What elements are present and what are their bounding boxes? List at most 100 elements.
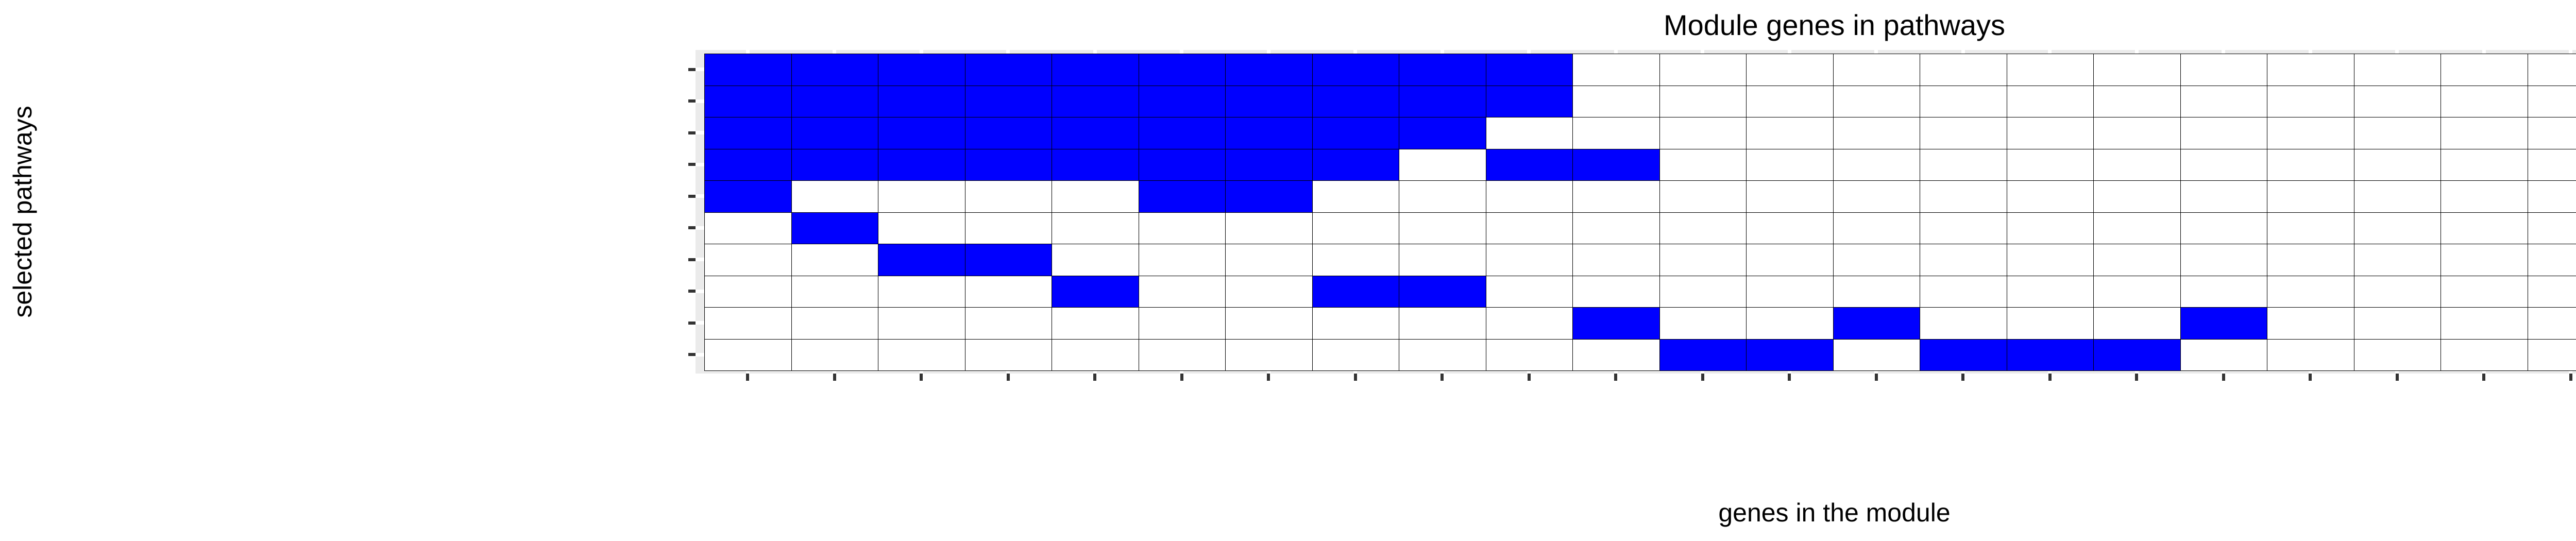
heatmap-cell [1920, 275, 2007, 308]
heatmap-cell [2006, 212, 2094, 244]
y-tick [688, 67, 696, 71]
heatmap-cell [878, 275, 965, 308]
heatmap-cell [878, 85, 965, 117]
y-tick [688, 163, 696, 166]
heatmap-cell [1052, 85, 1139, 117]
heatmap-cell [1399, 148, 1486, 181]
x-tick [2569, 374, 2572, 381]
heatmap-cell [2527, 180, 2576, 213]
heatmap-cell [964, 117, 1052, 149]
heatmap-cell [1572, 212, 1660, 244]
heatmap-cell [2006, 244, 2094, 276]
heatmap-cell [1312, 244, 1399, 276]
heatmap-cell [1920, 85, 2007, 117]
heatmap-cell [2180, 117, 2267, 149]
heatmap-cell [1659, 307, 1747, 340]
heatmap-cell [878, 307, 965, 340]
heatmap-cell [878, 180, 965, 213]
heatmap-cell [704, 339, 792, 371]
heatmap-cell [2441, 54, 2528, 86]
heatmap-cell [1485, 180, 1573, 213]
heatmap-cell [2353, 275, 2441, 308]
heatmap-cell [1138, 148, 1226, 181]
heatmap-cell [1485, 339, 1573, 371]
x-tick [2309, 374, 2312, 381]
heatmap-cell [2267, 244, 2354, 276]
heatmap-cell [2353, 117, 2441, 149]
y-tick [688, 353, 696, 357]
heatmap-cell [2353, 180, 2441, 213]
heatmap-cell [2180, 275, 2267, 308]
heatmap-cell [791, 117, 878, 149]
heatmap-cell [2180, 339, 2267, 371]
heatmap-cell [1920, 307, 2007, 340]
heatmap-cell [2527, 244, 2576, 276]
heatmap-cell [1920, 54, 2007, 86]
heatmap-cell [2353, 54, 2441, 86]
heatmap-cell [1920, 148, 2007, 181]
heatmap-cell [704, 54, 792, 86]
heatmap-cell [2527, 117, 2576, 149]
heatmap-cell [1485, 85, 1573, 117]
heatmap-cell [878, 212, 965, 244]
heatmap-cell [2527, 85, 2576, 117]
heatmap-cell [878, 117, 965, 149]
heatmap-cell [1052, 212, 1139, 244]
heatmap-cell [2353, 339, 2441, 371]
heatmap-cell [2180, 212, 2267, 244]
x-tick [1353, 374, 1357, 381]
heatmap-cell [1399, 117, 1486, 149]
heatmap-cell [1052, 339, 1139, 371]
heatmap-cell [1572, 85, 1660, 117]
heatmap-cell [2093, 307, 2181, 340]
x-tick [1701, 374, 1704, 381]
heatmap-cell [1138, 85, 1226, 117]
x-tick [920, 374, 923, 381]
heatmap-cell [2180, 85, 2267, 117]
heatmap-cell [1659, 85, 1747, 117]
heatmap-cell [1399, 54, 1486, 86]
heatmap-cell [1485, 275, 1573, 308]
heatmap-cell [1746, 212, 1834, 244]
heatmap-cell [1225, 85, 1313, 117]
heatmap-cell [1833, 54, 1920, 86]
heatmap-cell [2093, 244, 2181, 276]
heatmap-cell [2527, 275, 2576, 308]
heatmap-cell [704, 85, 792, 117]
heatmap-cell [2093, 212, 2181, 244]
heatmap-cell [1833, 244, 1920, 276]
heatmap-cell [1746, 244, 1834, 276]
heatmap-cell [964, 244, 1052, 276]
heatmap-cell [791, 148, 878, 181]
heatmap-cell [1138, 212, 1226, 244]
heatmap-cell [2267, 117, 2354, 149]
x-tick [2482, 374, 2486, 381]
heatmap-cell [2441, 180, 2528, 213]
heatmap-cell [1138, 244, 1226, 276]
heatmap-cell [964, 307, 1052, 340]
heatmap-cell [1920, 180, 2007, 213]
heatmap-cell [1572, 148, 1660, 181]
x-tick [1267, 374, 1270, 381]
heatmap-cell [2441, 117, 2528, 149]
heatmap-cell [1746, 339, 1834, 371]
x-tick [833, 374, 836, 381]
heatmap-cell [2527, 54, 2576, 86]
heatmap-cell [1659, 339, 1747, 371]
heatmap-cell [1225, 54, 1313, 86]
heatmap-cell [2006, 148, 2094, 181]
heatmap-cell [1138, 275, 1226, 308]
heatmap-cell [1399, 244, 1486, 276]
heatmap-cell [1225, 339, 1313, 371]
heatmap-cell [2093, 54, 2181, 86]
heatmap-cell [1052, 307, 1139, 340]
heatmap-cell [2267, 212, 2354, 244]
x-axis-title: genes in the module [1718, 498, 1951, 527]
heatmap-cell [791, 212, 878, 244]
heatmap-cell [1312, 54, 1399, 86]
heatmap-cell [2267, 339, 2354, 371]
heatmap-cell [1833, 275, 1920, 308]
heatmap-cell [2527, 212, 2576, 244]
heatmap-cell [1833, 339, 1920, 371]
